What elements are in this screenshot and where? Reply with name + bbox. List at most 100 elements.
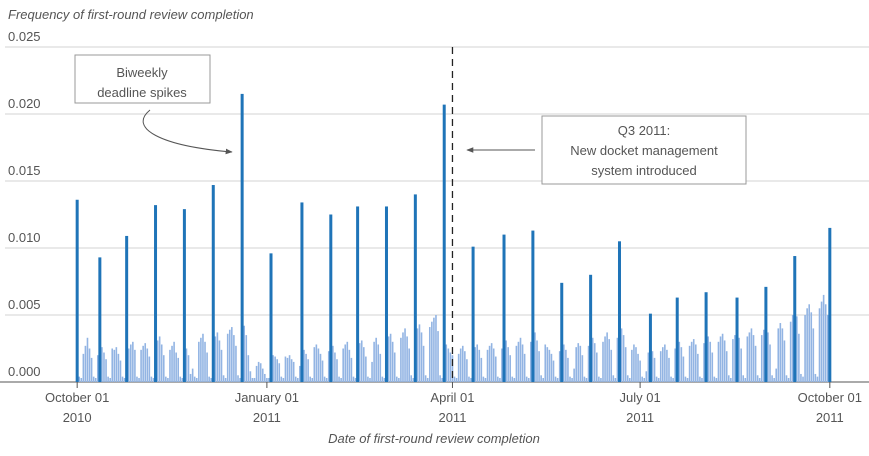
bar — [381, 376, 384, 382]
bar — [156, 340, 159, 382]
bar — [486, 349, 489, 382]
bar — [666, 349, 668, 382]
bar — [670, 376, 672, 382]
bar — [746, 336, 749, 382]
bar — [680, 347, 683, 382]
bar — [674, 348, 676, 382]
bar — [286, 357, 289, 382]
bar — [329, 214, 333, 382]
bar — [470, 377, 472, 382]
bar — [785, 375, 788, 382]
bar — [303, 349, 305, 382]
bar — [239, 377, 241, 382]
y-tick-label: 0.015 — [8, 163, 41, 178]
bar — [210, 377, 213, 382]
bar — [494, 356, 497, 382]
bar — [764, 286, 768, 382]
bar — [692, 339, 695, 382]
bar — [793, 256, 797, 382]
bar — [259, 363, 262, 382]
bar — [109, 377, 111, 382]
bar — [758, 377, 761, 382]
annotation-text: system introduced — [591, 163, 697, 178]
bar — [144, 343, 147, 382]
bar — [245, 335, 248, 382]
bar — [179, 376, 182, 382]
bar — [348, 349, 351, 382]
bar — [94, 377, 97, 382]
bar — [342, 348, 344, 382]
bar — [325, 377, 328, 382]
bar — [300, 202, 304, 382]
x-tick-label: July 01 — [620, 390, 661, 405]
bar — [86, 337, 89, 382]
bar — [701, 377, 703, 382]
bar — [484, 377, 487, 382]
bar — [777, 328, 780, 382]
bar — [408, 348, 410, 382]
bar — [98, 257, 102, 382]
bar — [410, 375, 413, 382]
bar — [107, 376, 109, 382]
bar — [395, 376, 398, 382]
bar — [315, 344, 318, 382]
bar — [115, 347, 118, 382]
bar — [379, 353, 382, 382]
bar — [756, 375, 759, 382]
bar — [738, 337, 740, 382]
bar — [468, 376, 470, 382]
bar — [643, 377, 646, 382]
bar — [542, 377, 544, 382]
bar — [800, 373, 802, 382]
bar — [675, 297, 679, 382]
bar — [261, 368, 264, 382]
bar — [826, 315, 829, 382]
bar — [596, 352, 598, 382]
bar — [530, 341, 532, 382]
bar — [635, 347, 637, 382]
bar — [521, 344, 524, 382]
bar — [356, 206, 360, 382]
bar — [645, 371, 648, 382]
bar — [571, 377, 573, 382]
bar — [796, 316, 798, 382]
bar — [175, 352, 177, 382]
bar — [672, 377, 674, 382]
bar — [490, 343, 493, 382]
bar — [182, 209, 186, 382]
bar — [305, 353, 307, 382]
bar — [222, 375, 225, 382]
bar — [165, 376, 167, 382]
bar — [754, 345, 757, 382]
bar — [360, 340, 363, 382]
bar — [146, 348, 149, 382]
bar — [142, 345, 144, 382]
bar — [451, 355, 454, 382]
bar — [511, 376, 514, 382]
bar — [96, 355, 99, 382]
bar — [136, 376, 138, 382]
bar — [228, 329, 231, 382]
bar — [387, 336, 390, 382]
bar — [92, 376, 95, 382]
bar — [624, 347, 627, 382]
bar — [575, 347, 577, 382]
bar — [600, 377, 602, 382]
bar — [237, 375, 239, 382]
bar — [235, 345, 237, 382]
bar — [276, 359, 278, 382]
bar — [292, 361, 295, 382]
bar — [552, 360, 555, 382]
bar — [243, 325, 245, 382]
bar — [517, 341, 520, 382]
bar — [507, 347, 509, 382]
bar — [311, 377, 314, 382]
bar — [140, 349, 142, 382]
bar — [309, 376, 311, 382]
bar — [150, 376, 153, 382]
bar — [103, 352, 105, 382]
bar — [169, 349, 171, 382]
bar — [375, 337, 377, 382]
bar — [717, 341, 720, 382]
bar — [431, 321, 433, 382]
